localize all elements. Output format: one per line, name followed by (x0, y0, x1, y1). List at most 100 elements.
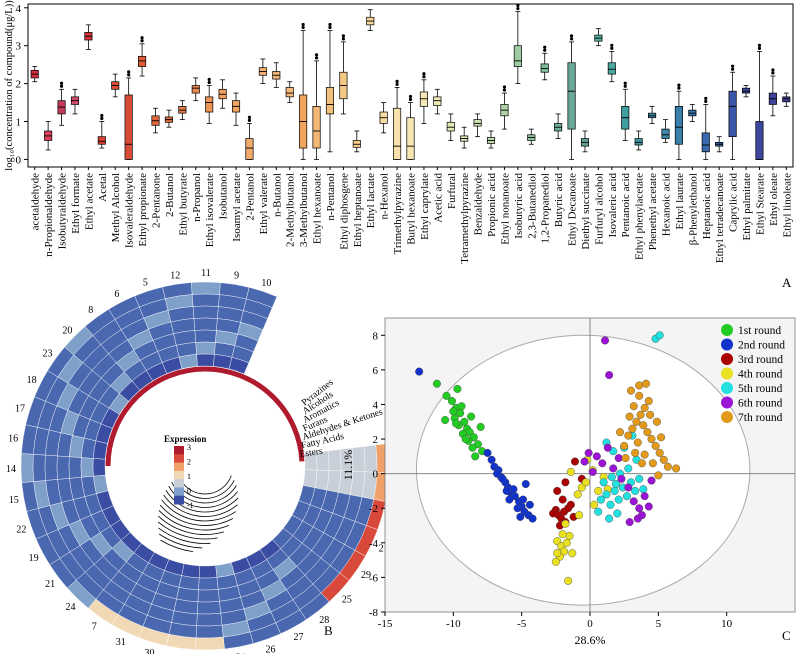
scatter-point (566, 500, 575, 509)
scatter-point (592, 452, 601, 461)
scatter-point (525, 500, 534, 509)
x-tick-label: 0 (587, 618, 593, 630)
scatter-point (640, 492, 649, 501)
legend-label: 5th round (738, 383, 783, 395)
dendrogram-branch (158, 533, 203, 549)
scatter-point (549, 509, 558, 518)
box (191, 85, 200, 94)
heatmap-cell (302, 469, 318, 488)
scatter-point (553, 549, 562, 558)
scatter-point (509, 485, 518, 494)
x-tick-label: Caprylic acid (728, 173, 740, 232)
scatter-point (476, 422, 485, 431)
legend-label: 4th round (738, 369, 783, 381)
outlier-point (771, 71, 775, 75)
panel-c: -15 -10 -5 0 5 10 -8 -6 -4 -2 0 2 4 6 8 28.6% 11.1% 1st r… (341, 317, 796, 647)
legend-label: 3rd round (738, 354, 783, 366)
sample-label: 2 (379, 543, 384, 554)
box (406, 117, 415, 160)
box (674, 105, 683, 145)
x-tick-label: 5 (656, 618, 662, 630)
heatmap-cell (213, 354, 233, 370)
x-tick-label: Ethyl phenylacetate (634, 173, 646, 260)
x-tick-label: β-Phenylethanol (687, 173, 699, 245)
x-tick-label: n-Hexanol (379, 173, 391, 219)
y-tick-label: -2 (369, 503, 378, 515)
outlier-point (100, 116, 104, 121)
dendrogram-branch (157, 521, 218, 540)
box (312, 105, 321, 149)
sample-label: 16 (8, 433, 18, 444)
y-tick-label: 2 (373, 434, 379, 446)
outlier-point (623, 84, 627, 88)
heatmap-cell (192, 305, 219, 319)
heatmap-cell (195, 624, 224, 639)
scatter-point (596, 495, 605, 504)
sample-label: 7 (92, 621, 97, 632)
outlier-point (314, 53, 319, 57)
legend-label: 1st round (738, 325, 781, 337)
sample-label: 18 (27, 375, 37, 386)
heatmap-cell (198, 565, 218, 579)
outlier-point (341, 37, 345, 41)
scatter-point (620, 441, 629, 450)
scatter-point (575, 511, 584, 520)
scatter-point (564, 576, 573, 585)
dendrogram-branch (161, 499, 236, 522)
scatter-point (624, 464, 633, 473)
outlier-point (771, 68, 775, 72)
sample-label: 22 (16, 525, 26, 536)
x-tick-label: Isovaleraldehyde (124, 173, 136, 248)
outlier-point (140, 39, 144, 43)
box (701, 132, 710, 153)
scatter-point (602, 490, 611, 499)
x-tick-label: Ethyl linoleate (781, 173, 793, 238)
scatter-point (624, 483, 633, 492)
scatter-point (625, 518, 634, 527)
sample-label: 6 (114, 289, 119, 300)
legend-label: 7th round (738, 412, 783, 424)
sample-label: 17 (15, 404, 25, 415)
box (124, 94, 133, 160)
x-tick-label: Ethyl laurate (674, 173, 686, 230)
box (661, 128, 670, 139)
outlier-point (127, 70, 131, 74)
box (97, 136, 106, 145)
box (433, 96, 442, 106)
x-tick-label: Ethyl Decanoate (567, 173, 579, 246)
x-tick-label: Pentanoic acid (620, 173, 632, 238)
scatter-point (605, 514, 614, 523)
ester-band (105, 366, 305, 566)
scatter-point (513, 504, 522, 513)
outlier-point (610, 46, 614, 50)
scatter-point (610, 486, 619, 495)
heatmap-cell (314, 469, 330, 491)
scatter-point (442, 391, 451, 400)
scatter-point (452, 419, 461, 428)
x-tick-label: Acetic acid (432, 173, 444, 223)
x-tick-label: -5 (517, 618, 527, 630)
outlier-point (502, 88, 507, 92)
x-tick-label: Ethyl heptanoate (352, 173, 364, 247)
x-tick-label: Ethyl isovalerate (204, 173, 216, 247)
x-tick-label: Phenethyl acetate (647, 173, 659, 250)
y-tick-label: 0 (16, 154, 22, 166)
heatmap-cell (196, 353, 215, 367)
scatter-point (566, 467, 575, 476)
y-tick-label: 1 (16, 117, 22, 129)
x-tick-label: Acetal (97, 173, 109, 202)
x-tick-label: Ethyl butyrate (177, 173, 189, 236)
sample-label: 26 (265, 645, 275, 654)
scatter-point (561, 478, 570, 487)
y-tick-label: 4 (16, 3, 22, 15)
x-tick-label: Isobutyric acid (513, 173, 525, 239)
x-tick-label: Trimethylpyrazine (392, 173, 404, 255)
x-tick-label: Hexanoic acid (661, 173, 673, 237)
scatter-point (457, 402, 466, 411)
x-tick-label: Propionic acid (486, 173, 498, 237)
row-group-label: Esters (299, 447, 324, 460)
x-tick-label: Ethyl nonanoate (499, 173, 511, 245)
legend-marker (721, 411, 733, 423)
scatter-point (647, 476, 656, 485)
